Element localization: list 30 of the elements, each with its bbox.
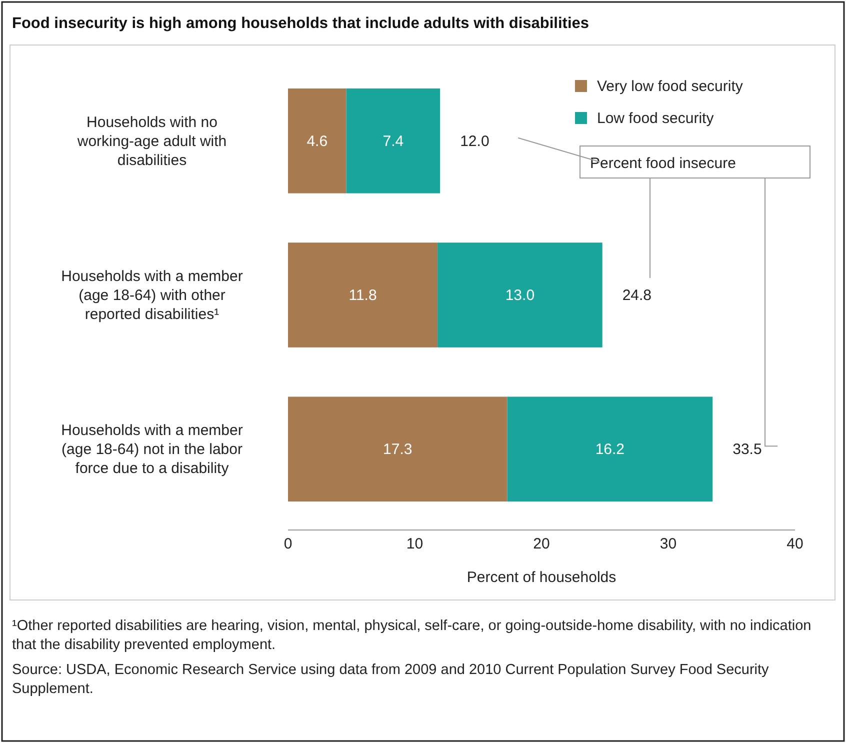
bar	[507, 396, 713, 502]
x-tick-label: 10	[406, 536, 424, 553]
data-label: 11.8	[348, 287, 377, 304]
chart-title: Food insecurity is high among households that include adults with disabilities	[12, 15, 589, 32]
y-tick-label: Households with a member (age 18-64) with other reported disabilities¹	[61, 268, 243, 323]
data-label: 16.2	[595, 441, 625, 458]
legend-label: Very low food security	[597, 78, 744, 95]
total-label: 12.0	[460, 132, 490, 150]
x-tick-label: 40	[786, 536, 804, 553]
x-tick-label: 20	[533, 536, 550, 553]
y-tick-label: Households with a member (age 18-64) not in the labor force due to a disability	[61, 422, 243, 478]
data-label: 4.6	[306, 132, 328, 150]
x-tick-label: 0	[284, 536, 292, 553]
data-label: 7.4	[382, 132, 404, 150]
x-tick-label: 30	[660, 536, 677, 553]
bar	[288, 88, 346, 194]
bar	[346, 88, 440, 194]
data-label: 17.3	[383, 441, 412, 458]
text: ¹Other reported disabilities are hearing, vision, mental, physical, self-care, or going-outside-home disability, with no indication that the disability prevented employment.	[12, 618, 812, 653]
bar	[288, 396, 508, 502]
y-tick-label: Households with no working-age adult with disabilities	[76, 114, 227, 169]
bar	[288, 242, 438, 348]
x-axis-title: Percent of households	[466, 569, 616, 586]
legend-label: Low food security	[597, 110, 714, 127]
data-label: 13.0	[505, 287, 535, 304]
total-label: 24.8	[622, 287, 652, 304]
total-label: 33.5	[732, 441, 762, 458]
source-note: Source: USDA, Economic Research Service using data from 2009 and 2010 Current Population Survey Food Security Supplement.	[12, 662, 770, 697]
annotation: Percent food insecure	[590, 155, 736, 172]
bar	[438, 242, 602, 348]
